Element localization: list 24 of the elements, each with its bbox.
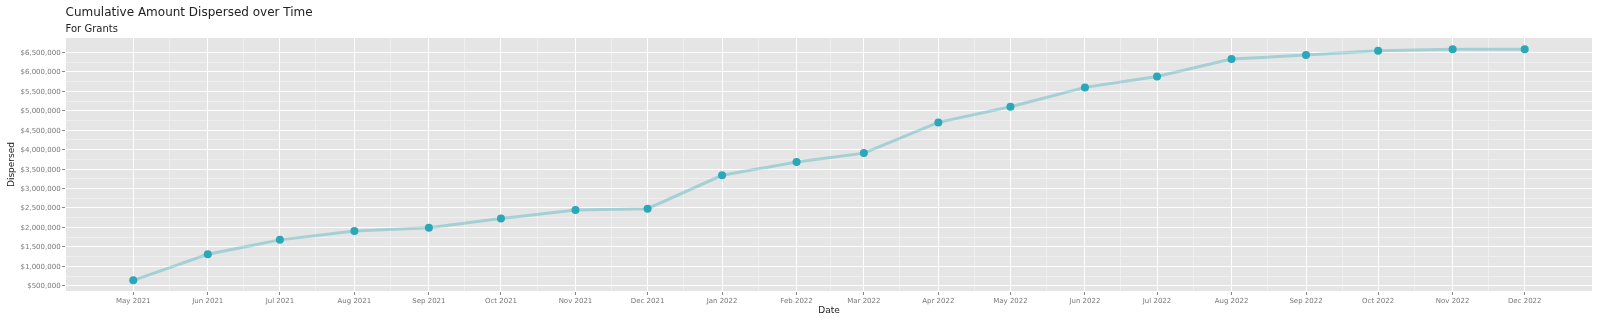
point (934, 118, 943, 127)
point (350, 226, 359, 235)
point (1520, 45, 1529, 54)
point (792, 158, 801, 167)
chart-title: Cumulative Amount Dispersed over Time (65, 5, 313, 20)
point (129, 276, 138, 285)
point (1080, 83, 1089, 92)
x-axis-title: Date (818, 305, 841, 316)
point (203, 250, 212, 259)
point (1448, 45, 1457, 54)
point (643, 204, 652, 213)
chart-subtitle: For Grants (65, 22, 118, 34)
point (275, 235, 284, 244)
point (1006, 102, 1015, 111)
point (1153, 72, 1162, 81)
point (1302, 51, 1311, 60)
point (424, 223, 433, 232)
point (496, 214, 505, 223)
point (571, 205, 580, 214)
point (718, 171, 727, 180)
point (859, 149, 868, 158)
point (1374, 46, 1383, 55)
y-axis-title: Dispersed (5, 141, 16, 188)
point (1227, 55, 1236, 63)
